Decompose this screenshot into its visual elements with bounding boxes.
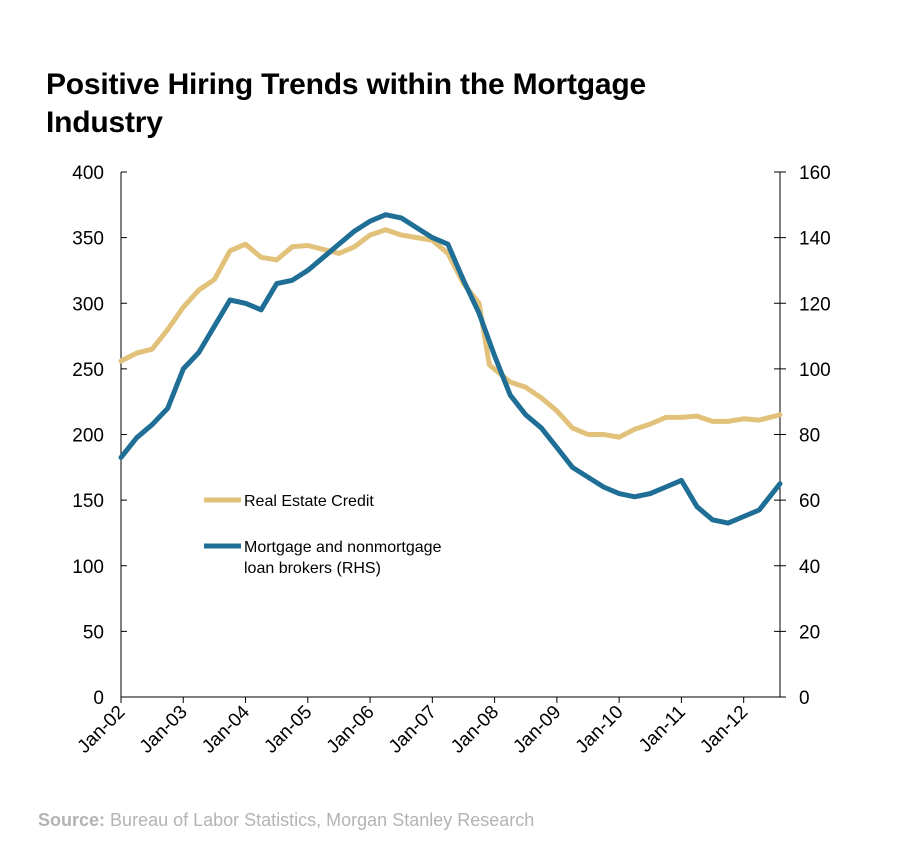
- x-tick-label: Jan-11: [635, 702, 690, 757]
- series-lines: [118, 212, 783, 526]
- x-tick-label: Jan-06: [323, 702, 379, 758]
- left-tick-label: 150: [72, 491, 104, 512]
- loan-brokers-line: [118, 212, 783, 526]
- x-tick-label: Jan-10: [572, 702, 628, 758]
- x-tick-label: Jan-04: [198, 701, 254, 757]
- left-tick-label: 300: [72, 294, 104, 315]
- legend-label: Mortgage and nonmortgage: [244, 539, 442, 556]
- x-tick-label: Jan-07: [385, 702, 441, 758]
- left-tick-label: 250: [72, 360, 104, 381]
- right-tick-label: 20: [799, 622, 820, 643]
- left-tick-label: 100: [72, 557, 104, 578]
- right-tick-label: 60: [799, 491, 820, 512]
- right-tick-label: 100: [799, 360, 831, 381]
- x-tick-label: Jan-08: [447, 702, 503, 758]
- right-tick-label: 80: [799, 426, 820, 447]
- real-estate-credit-line: [118, 227, 783, 440]
- source-text: Bureau of Labor Statistics, Morgan Stanl…: [110, 810, 535, 830]
- x-tick-label: Jan-02: [74, 702, 130, 758]
- legend: Real Estate Credit Mortgage and nonmortga…: [204, 493, 442, 577]
- x-tick-label: Jan-05: [260, 702, 316, 758]
- source-label: Source:: [38, 810, 106, 830]
- left-tick-label: 200: [72, 426, 104, 447]
- right-tick-label: 0: [799, 688, 810, 709]
- x-tick-label: Jan-12: [696, 702, 752, 758]
- right-tick-label: 120: [799, 294, 831, 315]
- x-tick-label: Jan-09: [509, 702, 565, 758]
- left-tick-label: 0: [93, 688, 104, 709]
- left-tick-label: 350: [72, 229, 104, 250]
- right-tick-label: 40: [799, 557, 820, 578]
- left-tick-label: 400: [72, 163, 104, 184]
- right-tick-label: 140: [799, 229, 831, 250]
- left-tick-label: 50: [83, 622, 104, 643]
- legend-label: Real Estate Credit: [244, 493, 374, 510]
- right-tick-label: 160: [799, 163, 831, 184]
- source-note: Source: Bureau of Labor Statistics, Morg…: [38, 810, 534, 831]
- chart-title: Positive Hiring Trends within the Mortga…: [46, 68, 646, 139]
- legend-label: loan brokers (RHS): [244, 560, 381, 577]
- x-tick-label: Jan-03: [136, 702, 192, 758]
